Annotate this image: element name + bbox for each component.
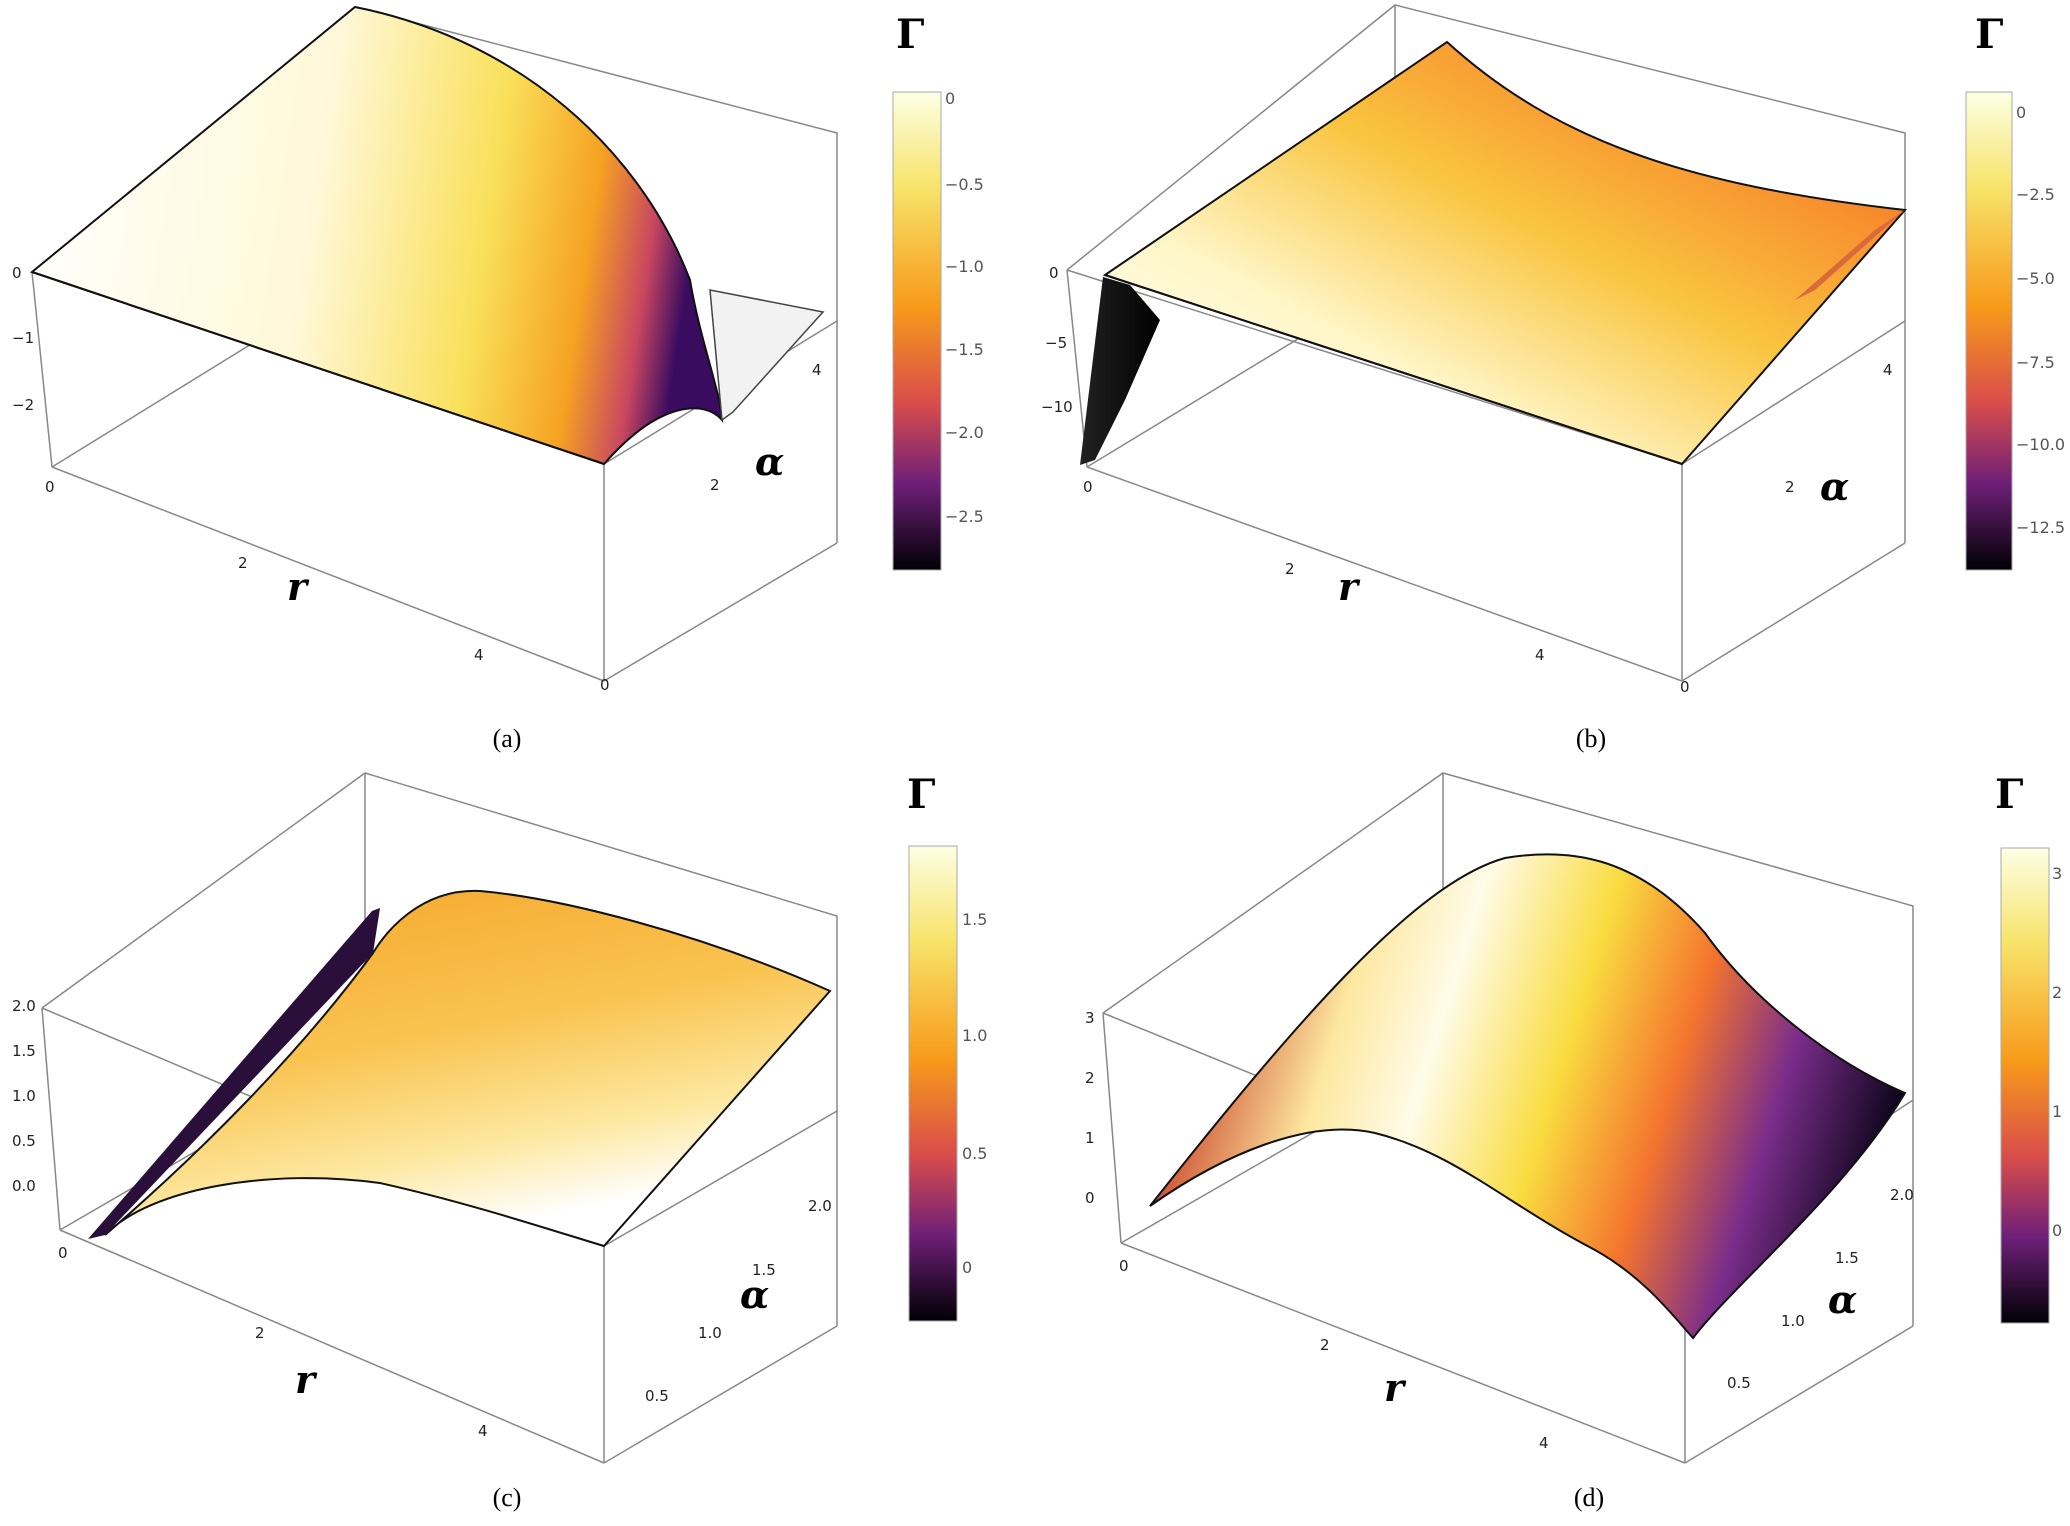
cbtick-2: −1.0 xyxy=(945,257,984,276)
surface-c xyxy=(88,889,832,1248)
ytick-2: 4 xyxy=(1883,361,1893,379)
ztick-0: 0 xyxy=(1049,264,1059,282)
xtick-0: 0 xyxy=(45,478,55,496)
xtick-0: 0 xyxy=(58,1244,68,1262)
cbtick-1: −0.5 xyxy=(945,175,984,194)
surface-b xyxy=(1080,40,1908,466)
ytick-2: 4 xyxy=(812,361,822,379)
chart-b: 0 −5 −10 0 2 4 0 2 4 r α Γ 0 −2.5 −5.0 −… xyxy=(1041,4,2065,696)
ztick-1: 1 xyxy=(1085,1129,1095,1147)
ytick-0: 0 xyxy=(600,676,610,694)
ytick-0: 0.5 xyxy=(645,1387,669,1405)
x-axis-label: r xyxy=(295,1357,318,1402)
ztick-1: 0.5 xyxy=(12,1132,36,1150)
cbtick-0: 0 xyxy=(945,89,955,108)
colorbar-title: Γ xyxy=(896,11,924,58)
cbtick-3: −1.5 xyxy=(945,340,984,359)
ztick-4: 2.0 xyxy=(12,997,36,1015)
cbtick-2: 0.5 xyxy=(962,1144,987,1163)
cbtick-4: −10.0 xyxy=(2016,435,2065,454)
cbtick-5: −2.5 xyxy=(945,507,984,526)
ytick-3: 2.0 xyxy=(1890,1186,1914,1204)
xtick-2: 4 xyxy=(478,1422,488,1440)
ztick-0: 0 xyxy=(12,264,22,282)
ztick-3: 1.5 xyxy=(12,1042,36,1060)
ytick-1: 1.0 xyxy=(1781,1312,1805,1330)
xtick-2: 4 xyxy=(1539,1434,1549,1452)
cbtick-2: 1 xyxy=(2052,1102,2062,1121)
ytick-0: 0 xyxy=(1680,678,1690,696)
colorbar-a: Γ 0 −0.5 −1.0 −1.5 −2.0 −2.5 xyxy=(892,11,984,571)
y-axis-label: α xyxy=(1828,1277,1857,1322)
chart-a: 0 −1 −2 0 2 4 0 2 4 r α Γ 0 −0.5 −1.0 −1… xyxy=(12,5,984,694)
xtick-2: 4 xyxy=(474,646,484,664)
ztick-3: 3 xyxy=(1085,1009,1095,1027)
caption-b: (b) xyxy=(1575,724,1607,753)
panel-b: 0 −5 −10 0 2 4 0 2 4 r α Γ 0 −2.5 −5.0 −… xyxy=(1035,0,2070,763)
surface-a xyxy=(29,5,825,466)
ytick-2: 1.5 xyxy=(1835,1249,1859,1267)
y-axis-label: α xyxy=(1820,464,1849,509)
caption-c: (c) xyxy=(492,1483,522,1512)
cbtick-1: 1.0 xyxy=(962,1026,987,1045)
chart-c: 2.0 1.5 1.0 0.5 0.0 0 2 4 0.5 1.0 1.5 2.… xyxy=(12,771,987,1464)
caption-d: (d) xyxy=(1573,1483,1605,1512)
colorbar-d: Γ 3 2 1 0 xyxy=(1995,771,2062,1324)
panel-a: 0 −1 −2 0 2 4 0 2 4 r α Γ 0 −0.5 −1.0 −1… xyxy=(0,0,1035,763)
y-axis-label: α xyxy=(755,439,784,484)
ticks-b: 0 −5 −10 0 2 4 0 2 4 r α xyxy=(1041,264,1893,696)
cbtick-3: 0 xyxy=(2052,1221,2062,1240)
ytick-1: 2 xyxy=(1785,478,1795,496)
colorbar-c: Γ 1.5 1.0 0.5 0 xyxy=(907,771,987,1322)
ticks-d: 3 2 1 0 0 2 4 0.5 1.0 1.5 2.0 r α xyxy=(1085,1009,1914,1452)
xtick-1: 2 xyxy=(1285,560,1295,578)
cbtick-4: −2.0 xyxy=(945,423,984,442)
xtick-1: 2 xyxy=(238,554,248,572)
colorbar-title: Γ xyxy=(907,771,935,818)
ytick-2: 1.5 xyxy=(752,1261,776,1279)
xtick-1: 2 xyxy=(1320,1336,1330,1354)
ztick-2: 2 xyxy=(1085,1069,1095,1087)
ztick-1: −1 xyxy=(12,329,34,347)
colorbar-b: Γ 0 −2.5 −5.0 −7.5 −10.0 −12.5 xyxy=(1965,11,2065,571)
colorbar-title: Γ xyxy=(1975,11,2003,58)
cbtick-5: −12.5 xyxy=(2016,518,2065,537)
ytick-3: 2.0 xyxy=(808,1197,832,1215)
cbtick-0: 3 xyxy=(2052,864,2062,883)
ytick-1: 1.0 xyxy=(698,1324,722,1342)
cbtick-3: −7.5 xyxy=(2016,353,2055,372)
ytick-0: 0.5 xyxy=(1727,1374,1751,1392)
ztick-2: −2 xyxy=(12,396,34,414)
surface-d xyxy=(1149,853,1907,1340)
ztick-2: −10 xyxy=(1041,398,1073,416)
cbtick-2: −5.0 xyxy=(2016,269,2055,288)
xtick-0: 0 xyxy=(1119,1257,1129,1275)
panel-d: 3 2 1 0 0 2 4 0.5 1.0 1.5 2.0 r α Γ 3 2 … xyxy=(1035,763,2070,1526)
ztick-2: 1.0 xyxy=(12,1087,36,1105)
colorbar-title: Γ xyxy=(1995,771,2023,818)
x-axis-label: r xyxy=(1338,564,1361,609)
ytick-1: 2 xyxy=(710,476,720,494)
cbtick-0: 0 xyxy=(2016,103,2026,122)
ticks-c: 2.0 1.5 1.0 0.5 0.0 0 2 4 0.5 1.0 1.5 2.… xyxy=(12,997,832,1440)
cbtick-1: −2.5 xyxy=(2016,185,2055,204)
ztick-1: −5 xyxy=(1045,334,1067,352)
panel-c: 2.0 1.5 1.0 0.5 0.0 0 2 4 0.5 1.0 1.5 2.… xyxy=(0,763,1035,1526)
xtick-0: 0 xyxy=(1083,478,1093,496)
x-axis-label: r xyxy=(287,564,310,609)
chart-d: 3 2 1 0 0 2 4 0.5 1.0 1.5 2.0 r α Γ 3 2 … xyxy=(1085,771,2062,1464)
ztick-0: 0 xyxy=(1085,1189,1095,1207)
xtick-1: 2 xyxy=(255,1324,265,1342)
caption-a: (a) xyxy=(492,724,522,753)
cbtick-0: 1.5 xyxy=(962,910,987,929)
xtick-2: 4 xyxy=(1535,646,1545,664)
ticks-a: 0 −1 −2 0 2 4 0 2 4 r α xyxy=(12,264,822,694)
y-axis-label: α xyxy=(740,1272,769,1317)
cbtick-3: 0 xyxy=(962,1258,972,1277)
cbtick-1: 2 xyxy=(2052,983,2062,1002)
x-axis-label: r xyxy=(1384,1365,1407,1410)
ztick-0: 0.0 xyxy=(12,1177,36,1195)
